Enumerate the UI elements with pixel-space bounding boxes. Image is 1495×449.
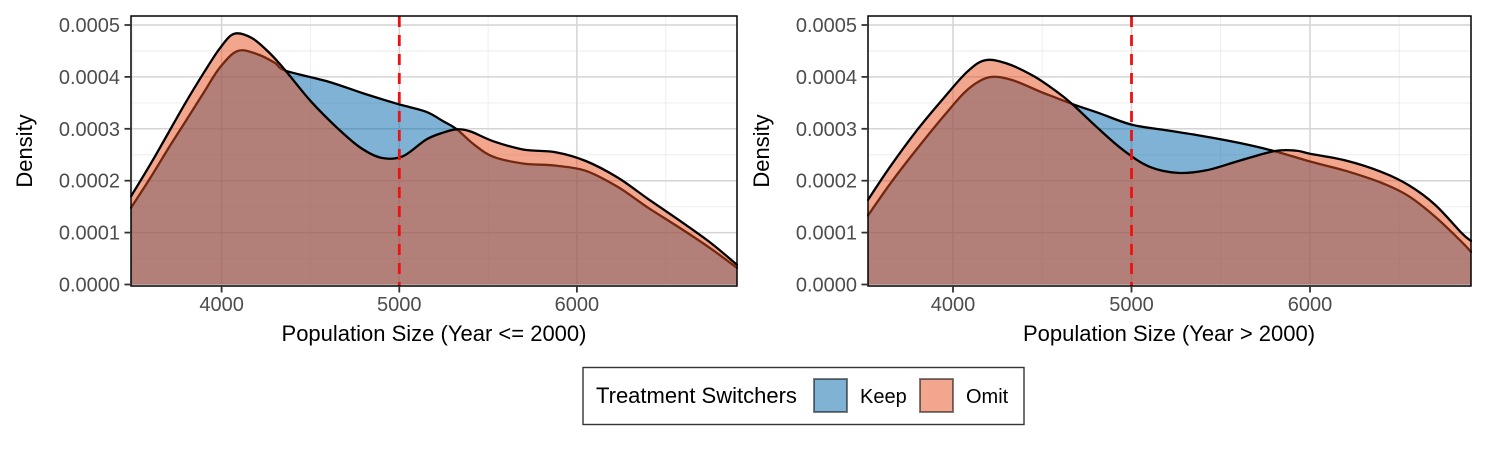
x-tick-label: 5000 xyxy=(1109,294,1154,316)
chart-layer: 0.0000 0.0001 0.0002 0.0003 0.0004 0.0005 4000… xyxy=(59,15,1472,316)
y-axis-title-left: Density xyxy=(12,114,37,187)
legend-label-keep: Keep xyxy=(860,386,907,408)
y-tick-label: 0.0004 xyxy=(59,67,120,89)
x-tick-label: 6000 xyxy=(555,294,600,316)
x-axis-title-right: Population Size (Year > 2000) xyxy=(1023,321,1315,346)
x-axis-title-left: Population Size (Year <= 2000) xyxy=(282,321,587,346)
density-curves xyxy=(867,58,1472,285)
legend-title: Treatment Switchers xyxy=(596,383,797,408)
y-tick-label: 0.0001 xyxy=(59,223,120,245)
panel-border xyxy=(130,15,738,287)
axis-titles: Density Population Size (Year <= 2000) D… xyxy=(12,114,1315,346)
density-panel-left: 0.0000 0.0001 0.0002 0.0003 0.0004 0.0005 4000… xyxy=(59,15,738,316)
y-tick-label: 0.0004 xyxy=(796,67,857,89)
density-area-omit xyxy=(131,33,737,285)
legend: Treatment Switchers Keep Omit xyxy=(582,366,1025,426)
density-outline-omit xyxy=(130,32,738,266)
density-curves xyxy=(130,32,738,285)
y-tick-label: 0.0001 xyxy=(796,223,857,245)
y-tick-label: 0.0002 xyxy=(59,171,120,193)
y-tick-label: 0.0005 xyxy=(796,15,857,37)
y-tick-label: 0.0000 xyxy=(796,275,857,297)
y-tick-label: 0.0002 xyxy=(796,171,857,193)
density-panel-right: 0.0000 0.0001 0.0002 0.0003 0.0004 0.0005 4000… xyxy=(796,15,1472,316)
legend-label-omit: Omit xyxy=(966,386,1009,408)
legend-key-omit-swatch xyxy=(919,378,954,413)
y-tick-label: 0.0003 xyxy=(59,119,120,141)
density-outline-omit xyxy=(867,58,1472,243)
y-tick-label: 0.0000 xyxy=(59,275,120,297)
panel-border xyxy=(867,15,1472,287)
x-tick-label: 6000 xyxy=(1288,294,1333,316)
legend-key-keep-swatch xyxy=(813,378,848,413)
x-tick-label: 4000 xyxy=(199,294,244,316)
x-tick-label: 4000 xyxy=(931,294,976,316)
y-tick-label: 0.0003 xyxy=(796,119,857,141)
y-axis-title-right: Density xyxy=(749,114,774,187)
y-tick-label: 0.0005 xyxy=(59,15,120,37)
x-tick-label: 5000 xyxy=(377,294,422,316)
